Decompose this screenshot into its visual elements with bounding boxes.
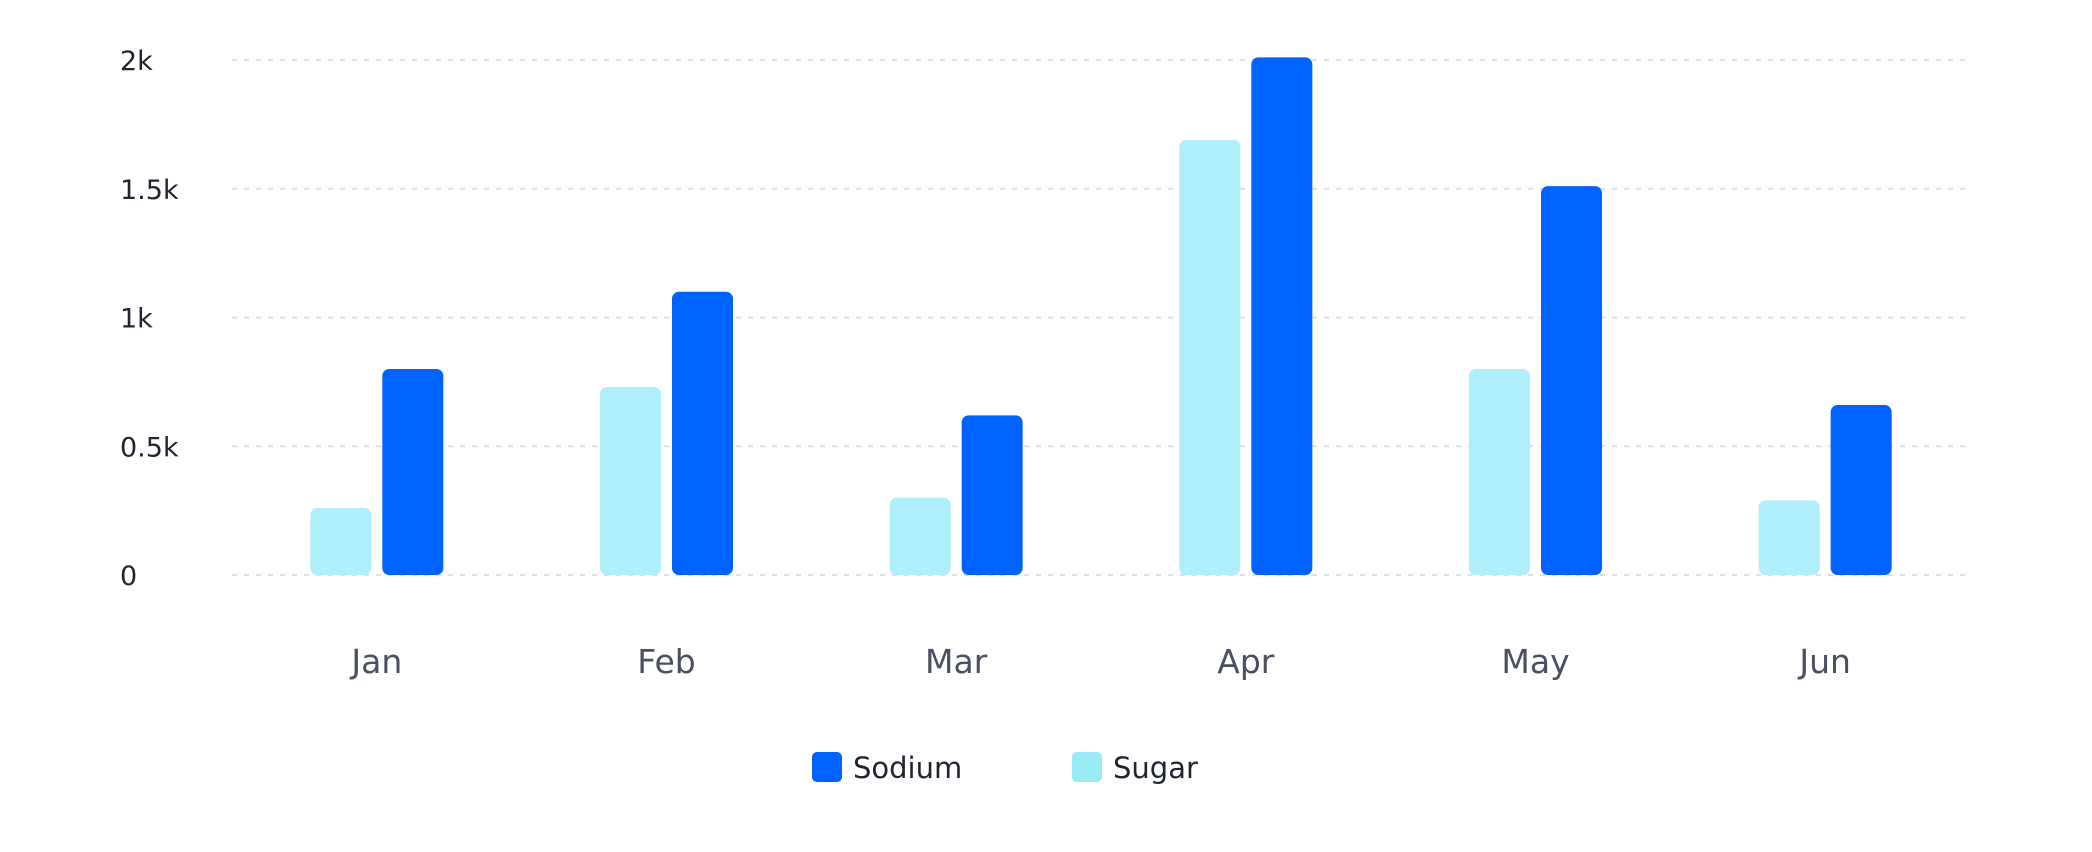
legend-swatch-sugar [1072, 752, 1102, 782]
bar-sugar-feb[interactable] [600, 387, 661, 575]
y-tick-label: 1k [120, 304, 153, 335]
bar-sodium-apr[interactable] [1251, 57, 1313, 576]
y-tick-label: 0.5k [120, 432, 179, 463]
legend-swatch-sodium [812, 752, 842, 782]
x-tick-label: Apr [1217, 642, 1275, 681]
grid-layer [232, 59, 1970, 576]
legend-item-sugar[interactable]: Sugar [1072, 751, 1198, 785]
y-axis: 0 0.5k 1k 1.5k 2k [120, 46, 179, 592]
bars [310, 57, 1892, 576]
bar-sodium-jan[interactable] [382, 369, 444, 575]
y-tick-label: 1.5k [120, 175, 179, 206]
x-axis: Jan Feb Mar Apr May Jun [349, 642, 1851, 681]
bar-sugar-jun[interactable] [1758, 500, 1820, 575]
bar-sodium-jun[interactable] [1830, 405, 1892, 575]
legend-label-sodium: Sodium [853, 751, 962, 785]
y-tick-label: 2k [120, 46, 153, 77]
legend-label-sugar: Sugar [1113, 751, 1198, 785]
bar-sugar-jan[interactable] [310, 508, 372, 575]
y-tick-label: 0 [120, 561, 137, 592]
bar-sodium-mar[interactable] [961, 415, 1023, 575]
bar-sugar-may[interactable] [1469, 369, 1530, 575]
bar-sodium-feb[interactable] [672, 291, 733, 575]
legend: Sodium Sugar [812, 751, 1198, 785]
x-tick-label: Feb [637, 642, 695, 681]
legend-item-sodium[interactable]: Sodium [812, 751, 962, 785]
x-tick-label: Mar [925, 642, 988, 681]
x-tick-label: May [1501, 642, 1569, 681]
x-tick-label: Jan [349, 642, 402, 681]
x-tick-label: Jun [1797, 642, 1851, 681]
bar-sodium-may[interactable] [1541, 186, 1602, 576]
bar-sugar-apr[interactable] [1179, 139, 1241, 575]
bar-sugar-mar[interactable] [889, 497, 951, 575]
